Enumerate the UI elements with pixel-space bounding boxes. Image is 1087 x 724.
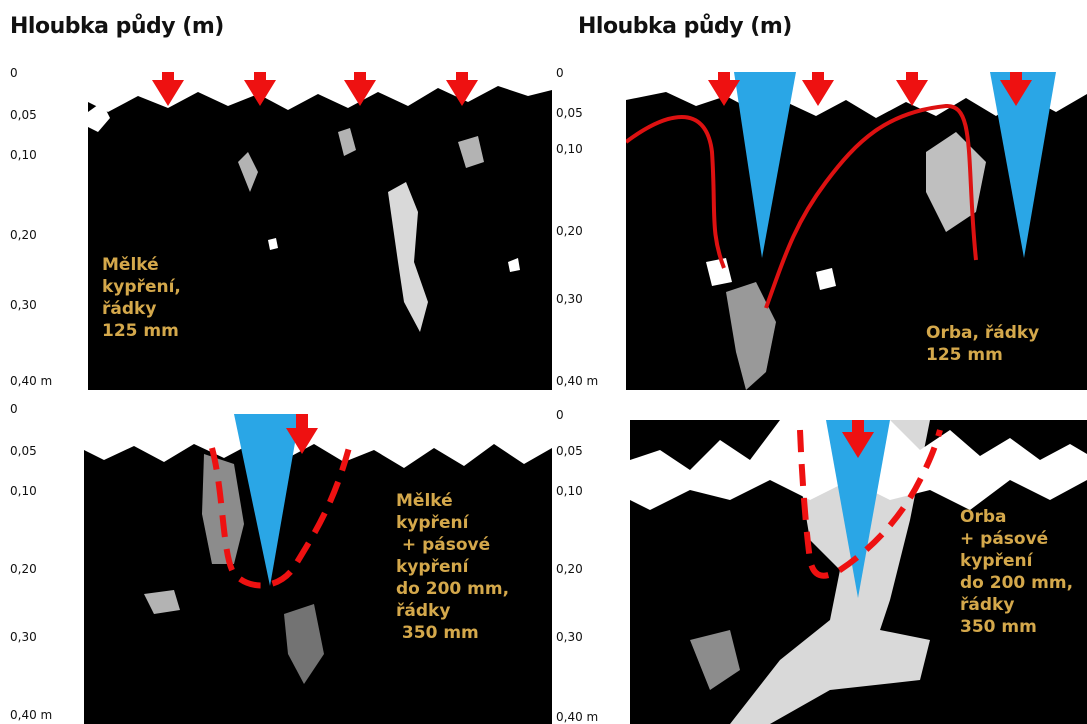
heading-soil-depth-left: Hloubka půdy (m) [10,14,224,39]
depth-axis-top-right: 0 0,05 0,10 0,20 0,30 0,40 m [556,66,622,391]
panel-label: Orba + pásové kypření do 200 mm, řádky 3… [960,507,1074,637]
tick-label: 0,10 [556,484,583,498]
panel-label: Orba, řádky 125 mm [926,323,1040,365]
tick-label: 0,30 [10,298,37,312]
heading-soil-depth-right: Hloubka půdy (m) [578,14,792,39]
arrows [152,72,478,106]
strip-boundary [209,443,353,589]
tick-label: 0,40 m [556,710,599,724]
tick-label: 0,30 [10,630,37,644]
tick-label: 0 [10,402,18,416]
tick-label: 0,20 [10,562,37,576]
depth-axis-bottom-left: 0 0,05 0,10 0,20 0,30 0,40 m [10,402,76,724]
soil-profile-image [630,420,1087,724]
soil-profile-image [626,72,1087,390]
tick-label: 0,20 [10,228,37,242]
wedge [826,420,890,598]
tick-label: 0,10 [10,148,37,162]
soil-profile-image [84,414,552,684]
tick-label: 0,10 [10,484,37,498]
wedge [234,414,300,586]
arrow [286,414,318,454]
arrow [842,420,874,458]
soil-profile-image [88,72,552,332]
soil-profile-ploughing-strip-tillage-350: Orba + pásové kypření do 200 mm, řádky 3… [630,420,1087,724]
tick-label: 0,30 [556,630,583,644]
tick-label: 0,05 [556,444,583,458]
soil-profile-shallow-tillage-125: Mělké kypření, řádky 125 mm [88,72,552,390]
soil-profile-ploughing-125: Orba, řádky 125 mm [626,72,1087,390]
tick-label: 0 [556,66,564,80]
tick-label: 0 [556,408,564,422]
panel-label: Mělké kypření, řádky 125 mm [102,255,181,341]
tick-label: 0,20 [556,224,583,238]
tick-label: 0,05 [556,106,583,120]
soil-profile-shallow-strip-tillage-350: Mělké kypření + pásové kypření do 200 mm… [84,414,552,724]
arrows [708,72,1032,106]
tick-label: 0,30 [556,292,583,306]
tick-label: 0,40 m [10,708,53,722]
depth-axis-top-left: 0 0,05 0,10 0,20 0,30 0,40 m [10,66,76,391]
tick-label: 0,05 [10,108,37,122]
tick-label: 0 [10,66,18,80]
tick-label: 0,40 m [556,374,599,388]
tick-label: 0,40 m [10,374,53,388]
depth-axis-bottom-right: 0 0,05 0,10 0,20 0,30 0,40 m [556,408,622,724]
tick-label: 0,10 [556,142,583,156]
wedges [734,72,1056,258]
strip-boundary [797,429,943,579]
tick-label: 0,05 [10,444,37,458]
root-boundary-lines [626,103,978,309]
panel-label: Mělké kypření + pásové kypření do 200 mm… [396,491,510,643]
tick-label: 0,20 [556,562,583,576]
